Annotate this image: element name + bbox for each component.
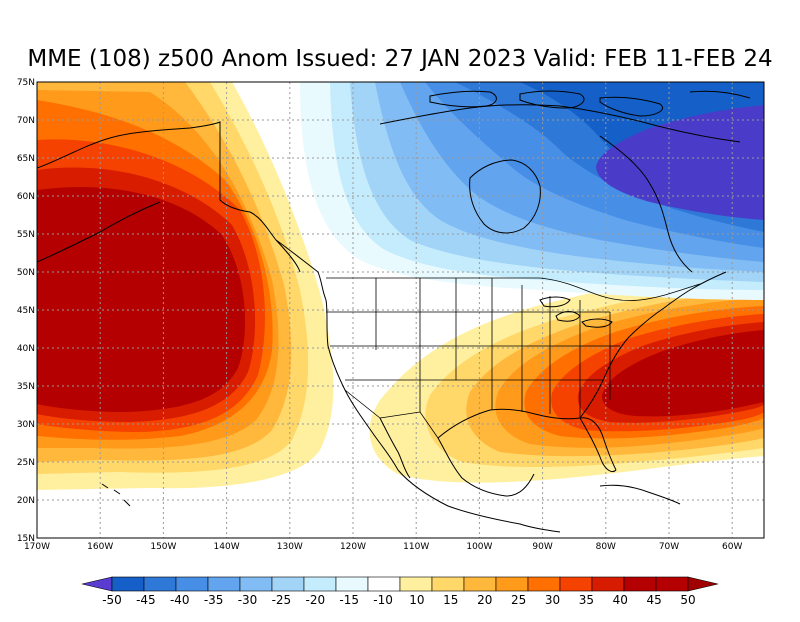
map-frame [36,81,765,539]
colorbar-box [399,576,433,592]
lon-label: 120W [340,542,366,552]
colorbar-label: -30 [238,593,258,607]
lat-label: 35N [17,382,35,392]
lon-label: 70W [659,542,679,552]
political-borders [326,277,701,439]
lat-label: 55N [17,230,35,240]
lat-label: 50N [17,268,35,278]
colorbar-label: -10 [373,593,393,607]
lon-label: 110W [403,542,429,552]
colorbar-label: -35 [204,593,224,607]
colorbar-box [175,576,209,592]
lat-label: 75N [17,78,35,88]
colorbar-label: 50 [680,593,695,607]
coastlines [37,90,751,533]
lon-label: 60W [722,542,742,552]
colorbar-label: -25 [272,593,292,607]
lat-label: 65N [17,154,35,164]
colorbar-box [143,576,177,592]
lon-label: 90W [532,542,552,552]
colorbar-box [591,576,625,592]
colorbar-box [271,576,305,592]
latitude-labels: 75N 70N 65N 60N 55N 50N 45N 40N 35N 30N 25N 20N 15N [17,78,35,544]
colorbar-box [111,576,145,592]
colorbar-label: -15 [339,593,359,607]
colorbar-box [207,576,241,592]
lon-label: 170W [24,542,50,552]
colorbar-box [367,576,401,592]
colorbar-box [655,576,689,592]
colorbar-label: 40 [613,593,628,607]
lat-label: 20N [17,496,35,506]
colorbar-box [495,576,529,592]
lat-label: 60N [17,192,35,202]
graticule [37,82,764,538]
colorbar-label: 45 [646,593,661,607]
colorbar-box [431,576,465,592]
colorbar-label: 15 [443,593,458,607]
colorbar-label: 25 [511,593,526,607]
lon-label: 80W [596,542,616,552]
colorbar-box [527,576,561,592]
map-title: MME (108) z500 Anom Issued: 27 JAN 2023 … [27,46,773,72]
longitude-labels: 170W 160W 150W 140W 130W 120W 110W 100W 90W 80W 70… [24,542,743,552]
colorbar-arrow-high [687,576,719,592]
lon-label: 100W [466,542,492,552]
colorbar-label: -40 [170,593,190,607]
colorbar-label: -45 [136,593,156,607]
colorbar-label: 35 [579,593,594,607]
colorbar: -50 -45 -40 -35 -30 -25 -20 -15 -10 10 15 20 25 30 35 4… [81,576,719,607]
colorbar-arrow-low [81,576,113,592]
lon-label: 160W [87,542,113,552]
lat-label: 45N [17,306,35,316]
anomaly-shading [37,82,764,538]
lat-label: 70N [17,116,35,126]
lon-label: 140W [214,542,240,552]
colorbar-box [239,576,273,592]
lat-label: 15N [17,534,35,544]
colorbar-label: 30 [545,593,560,607]
colorbar-label: -20 [305,593,325,607]
colorbar-box [623,576,657,592]
colorbar-label: 10 [409,593,424,607]
lat-label: 30N [17,420,35,430]
lon-label: 150W [150,542,176,552]
colorbar-box [303,576,337,592]
eastern-us-ridge [369,260,764,483]
colorbar-label: 20 [477,593,492,607]
lat-label: 40N [17,344,35,354]
colorbar-box [559,576,593,592]
colorbar-box [463,576,497,592]
hudson-bay-trough [300,82,764,300]
lon-label: 130W [277,542,303,552]
lat-label: 25N [17,458,35,468]
colorbar-box [335,576,369,592]
colorbar-label: -50 [102,593,122,607]
